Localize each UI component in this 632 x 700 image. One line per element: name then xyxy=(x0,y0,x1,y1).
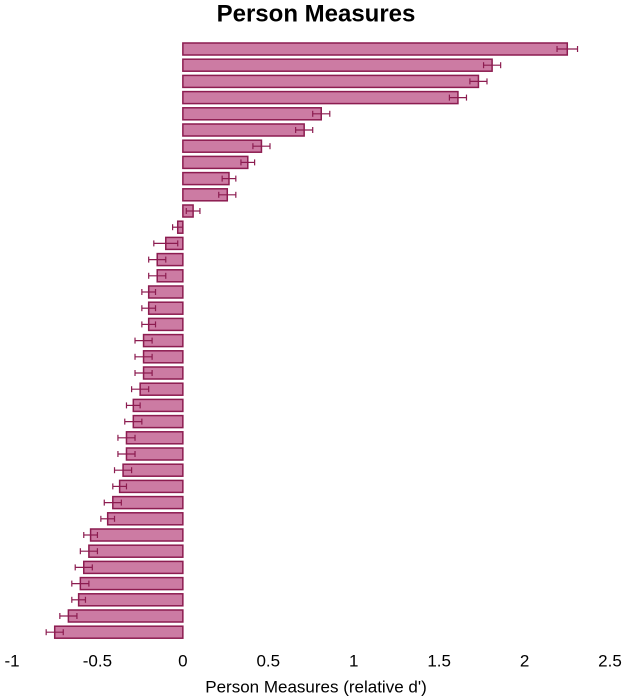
x-tick-label: -0.5 xyxy=(83,651,112,670)
x-tick-label: 2 xyxy=(520,651,529,670)
error-bar xyxy=(448,94,468,101)
error-bar xyxy=(252,143,271,150)
error-bar xyxy=(112,483,128,490)
bar xyxy=(67,609,184,623)
error-bar xyxy=(556,46,579,52)
error-bar xyxy=(71,580,90,587)
error-bar xyxy=(172,224,184,231)
bar xyxy=(182,123,305,137)
error-bar xyxy=(103,499,122,506)
bar xyxy=(53,625,184,639)
error-bar xyxy=(134,353,153,360)
error-bar xyxy=(295,127,314,133)
error-bar xyxy=(148,272,167,279)
bar xyxy=(89,528,184,542)
error-bar xyxy=(482,62,502,69)
x-tick-label: 2.5 xyxy=(598,651,622,670)
error-bar xyxy=(117,434,136,441)
bar xyxy=(77,593,184,607)
error-bar xyxy=(153,240,179,247)
bar xyxy=(182,42,569,56)
bar xyxy=(182,107,323,121)
error-bar xyxy=(131,386,150,393)
x-axis-label: Person Measures (relative d') xyxy=(205,677,427,696)
error-bar xyxy=(469,78,488,85)
error-bar xyxy=(185,208,201,214)
x-tick-label: 1.5 xyxy=(427,651,451,670)
bar xyxy=(88,544,184,558)
error-bar xyxy=(240,159,256,166)
bar xyxy=(182,74,480,89)
chart-title: Person Measures xyxy=(217,0,416,27)
error-bar xyxy=(100,515,116,522)
error-bar xyxy=(141,289,157,295)
error-bar xyxy=(74,564,93,571)
error-bar xyxy=(71,596,87,603)
error-bar xyxy=(221,175,237,182)
error-bar xyxy=(141,305,157,312)
error-bar xyxy=(45,629,64,636)
x-tick-label: 0 xyxy=(178,651,187,670)
error-bar xyxy=(218,191,237,198)
error-bar xyxy=(83,532,99,538)
error-bar xyxy=(113,467,133,474)
error-bar xyxy=(312,110,331,117)
x-tick-label: 0.5 xyxy=(256,651,280,670)
error-bar xyxy=(125,402,141,409)
error-bar xyxy=(117,451,136,457)
bar xyxy=(182,58,493,72)
bar xyxy=(79,576,184,591)
error-bar xyxy=(134,337,153,344)
error-bar xyxy=(134,370,153,376)
bar xyxy=(118,479,184,494)
error-bar xyxy=(59,613,78,619)
x-tick-label: -1 xyxy=(4,651,19,670)
bar xyxy=(182,139,263,153)
error-bar xyxy=(79,548,99,555)
bar xyxy=(182,155,249,170)
bar xyxy=(83,560,184,575)
error-bar xyxy=(141,321,157,328)
error-bar xyxy=(124,418,143,425)
bar xyxy=(112,495,184,510)
error-bar xyxy=(148,256,167,263)
bar xyxy=(106,512,184,526)
bar xyxy=(182,90,459,105)
x-tick-label: 1 xyxy=(349,651,358,670)
